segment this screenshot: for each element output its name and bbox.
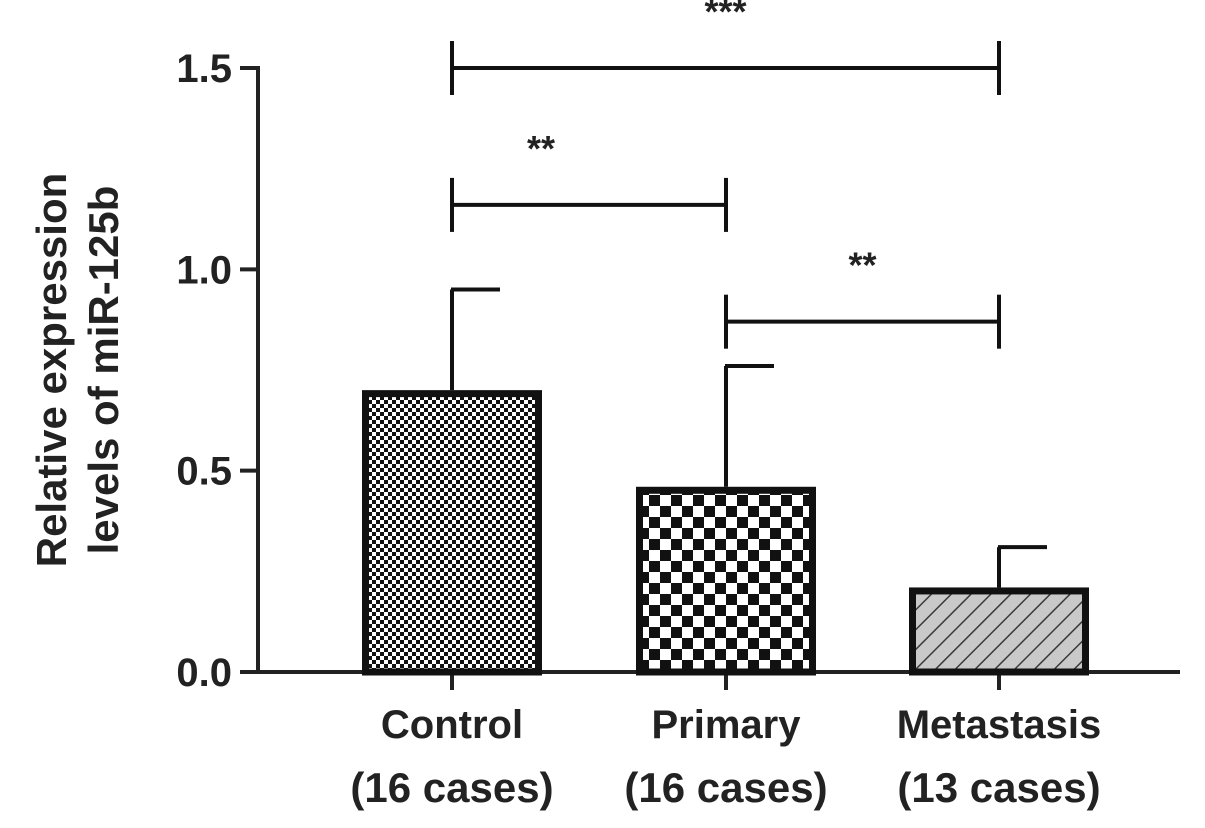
x-tick-label-name: Control: [381, 703, 523, 747]
x-tick-labels: Control (16 cases) Primary (16 cases) Metast…: [350, 703, 1101, 811]
y-tick-label: 1.5: [176, 47, 232, 91]
x-tick-label-name: Metastasis: [897, 703, 1102, 747]
bar-primary: [636, 486, 816, 676]
significance-label: **: [527, 128, 555, 169]
y-axis-title-line-2: levels of miR-125b: [80, 186, 127, 555]
x-tick-label-name: Primary: [652, 703, 802, 747]
y-axis-title: Relative expression levels of miR-125b: [28, 173, 127, 568]
y-tick-label: 0.0: [176, 651, 232, 695]
bar-control: [362, 390, 542, 676]
y-axis-title-line-1: Relative expression: [28, 173, 75, 568]
y-tick-labels: 0.0 0.5 1.0 1.5: [176, 47, 232, 695]
y-tick-label: 1.0: [176, 248, 232, 292]
significance-label: ***: [704, 0, 746, 32]
significance-label: **: [848, 245, 876, 286]
bars: [362, 390, 1089, 676]
bar-metastasis: [909, 587, 1089, 676]
x-tick-label-cases: (16 cases): [624, 764, 827, 811]
y-tick-label: 0.5: [176, 450, 232, 494]
x-tick-label-cases: (16 cases): [350, 764, 553, 811]
x-tick-label-cases: (13 cases): [897, 764, 1100, 811]
error-bars: [450, 287, 1047, 588]
significance-brackets: *******: [450, 0, 1001, 349]
